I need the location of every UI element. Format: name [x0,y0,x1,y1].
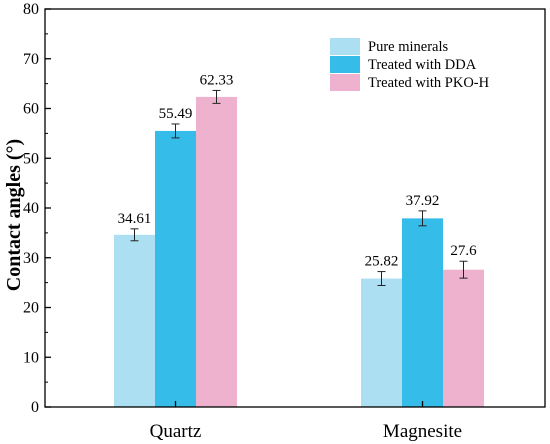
data-label: 34.61 [118,211,152,227]
data-label: 25.82 [365,254,399,270]
y-tick-label: 40 [23,200,39,217]
y-tick-label: 30 [23,250,39,267]
data-label: 55.49 [159,106,193,122]
y-axis-label: Contact angles (°) [3,139,25,291]
y-tick-label: 10 [23,349,39,366]
data-label: 37.92 [406,193,440,209]
legend-label: Treated with DDA [368,57,477,73]
plot-area: 34.61 25.82 55.49 37.92 62.33 27.6 0 10 20 30 40 50… [23,1,546,442]
data-label: 27.6 [450,243,477,259]
y-tick-label: 50 [23,150,39,167]
error-bar [212,89,221,104]
error-bar [377,271,386,287]
legend: Pure minerals Treated with DDA Treated wit… [330,38,490,91]
legend-swatch [330,56,360,73]
bar [361,278,402,407]
bar [443,269,484,407]
y-tick-label: 80 [23,1,39,18]
error-bar [418,210,427,227]
x-tick-label: Magnesite [383,421,462,442]
y-tick-label: 70 [23,51,39,68]
bar [114,234,155,407]
x-tick-label: Quartz [150,421,202,442]
legend-label: Treated with PKO-H [368,75,490,91]
bar [196,96,237,407]
legend-label: Pure minerals [368,39,448,55]
data-label: 62.33 [200,72,234,88]
legend-swatch [330,74,360,91]
y-tick-label: 60 [23,101,39,118]
legend-swatch [330,38,360,55]
y-tick-label: 0 [31,399,39,416]
bar [155,130,196,407]
bar [402,218,443,407]
y-tick-label: 20 [23,300,39,317]
error-bar [130,228,139,242]
error-bar [171,123,180,139]
error-bar [459,260,468,279]
